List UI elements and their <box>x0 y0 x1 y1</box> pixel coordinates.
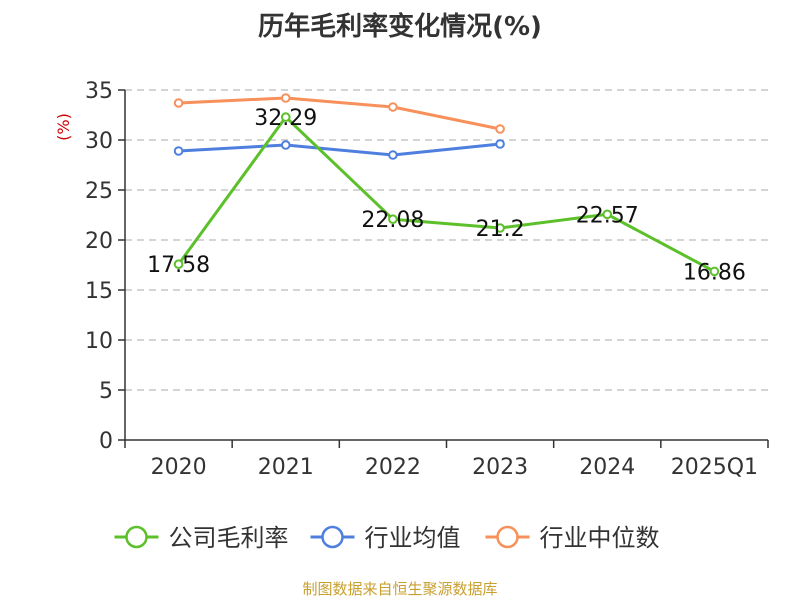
data-point[interactable] <box>388 102 398 112</box>
data-point[interactable] <box>709 266 720 277</box>
data-labels: 17.58 32.29 22.08 21.2 22.57 16.86 <box>147 106 746 285</box>
series-line <box>177 115 716 273</box>
data-point[interactable] <box>280 93 291 103</box>
legend-swatch-marker <box>496 525 519 549</box>
data-point[interactable] <box>495 124 505 134</box>
x-tick-label: 2024 <box>579 455 635 480</box>
data-point[interactable] <box>388 150 398 160</box>
x-tick-label: 2020 <box>151 455 207 480</box>
series-line <box>178 96 501 131</box>
y-tick-label: 15 <box>85 279 113 304</box>
grid-lines <box>125 89 768 391</box>
x-tick-label: 2022 <box>365 455 421 480</box>
legend-swatch-marker <box>125 525 148 549</box>
data-label: 32.29 <box>254 106 317 131</box>
legend[interactable]: 公司毛利率 行业均值 行业中位数 <box>114 524 660 552</box>
legend-label: 公司毛利率 <box>169 524 289 552</box>
data-point[interactable] <box>280 140 291 150</box>
series-lines <box>173 93 720 277</box>
source-note: 制图数据来自恒生聚源数据库 <box>302 580 498 598</box>
legend-label: 行业中位数 <box>540 524 660 552</box>
legend-swatch-marker <box>321 525 344 549</box>
data-point[interactable] <box>495 139 505 149</box>
y-axis-label: (%) <box>54 113 73 141</box>
data-label: 22.57 <box>576 203 639 228</box>
y-tick-label: 10 <box>85 329 113 354</box>
legend-label: 行业均值 <box>365 524 461 552</box>
x-tick-label: 2025Q1 <box>671 455 758 480</box>
x-tick-label: 2023 <box>472 455 528 480</box>
chart-title: 历年毛利率变化情况(%) <box>258 12 542 42</box>
y-tick-label: 30 <box>85 129 113 154</box>
y-tick-label: 35 <box>85 79 113 104</box>
y-tick-label: 25 <box>85 179 113 204</box>
data-point[interactable] <box>280 112 291 122</box>
data-point[interactable] <box>173 259 184 270</box>
y-tick-label: 5 <box>99 379 113 404</box>
data-point[interactable] <box>173 98 184 108</box>
data-label: 22.08 <box>361 208 424 233</box>
series-line <box>178 142 501 157</box>
y-tick-label: 20 <box>85 229 113 254</box>
data-label: 17.58 <box>147 253 210 278</box>
data-point[interactable] <box>495 223 505 233</box>
data-point[interactable] <box>602 209 613 220</box>
data-label: 16.86 <box>683 260 746 285</box>
legend-item[interactable]: 公司毛利率 <box>114 524 289 552</box>
y-tick-label: 0 <box>99 429 113 454</box>
data-point[interactable] <box>388 214 398 224</box>
legend-item[interactable]: 行业中位数 <box>485 524 660 552</box>
data-point[interactable] <box>173 146 184 156</box>
legend-item[interactable]: 行业均值 <box>310 524 461 552</box>
axes: 0 5 10 15 20 25 30 35 2020 2021 2022 2023 2024 2025Q1 <box>85 79 769 480</box>
data-label: 21.2 <box>476 217 525 242</box>
x-tick-label: 2021 <box>258 455 314 480</box>
